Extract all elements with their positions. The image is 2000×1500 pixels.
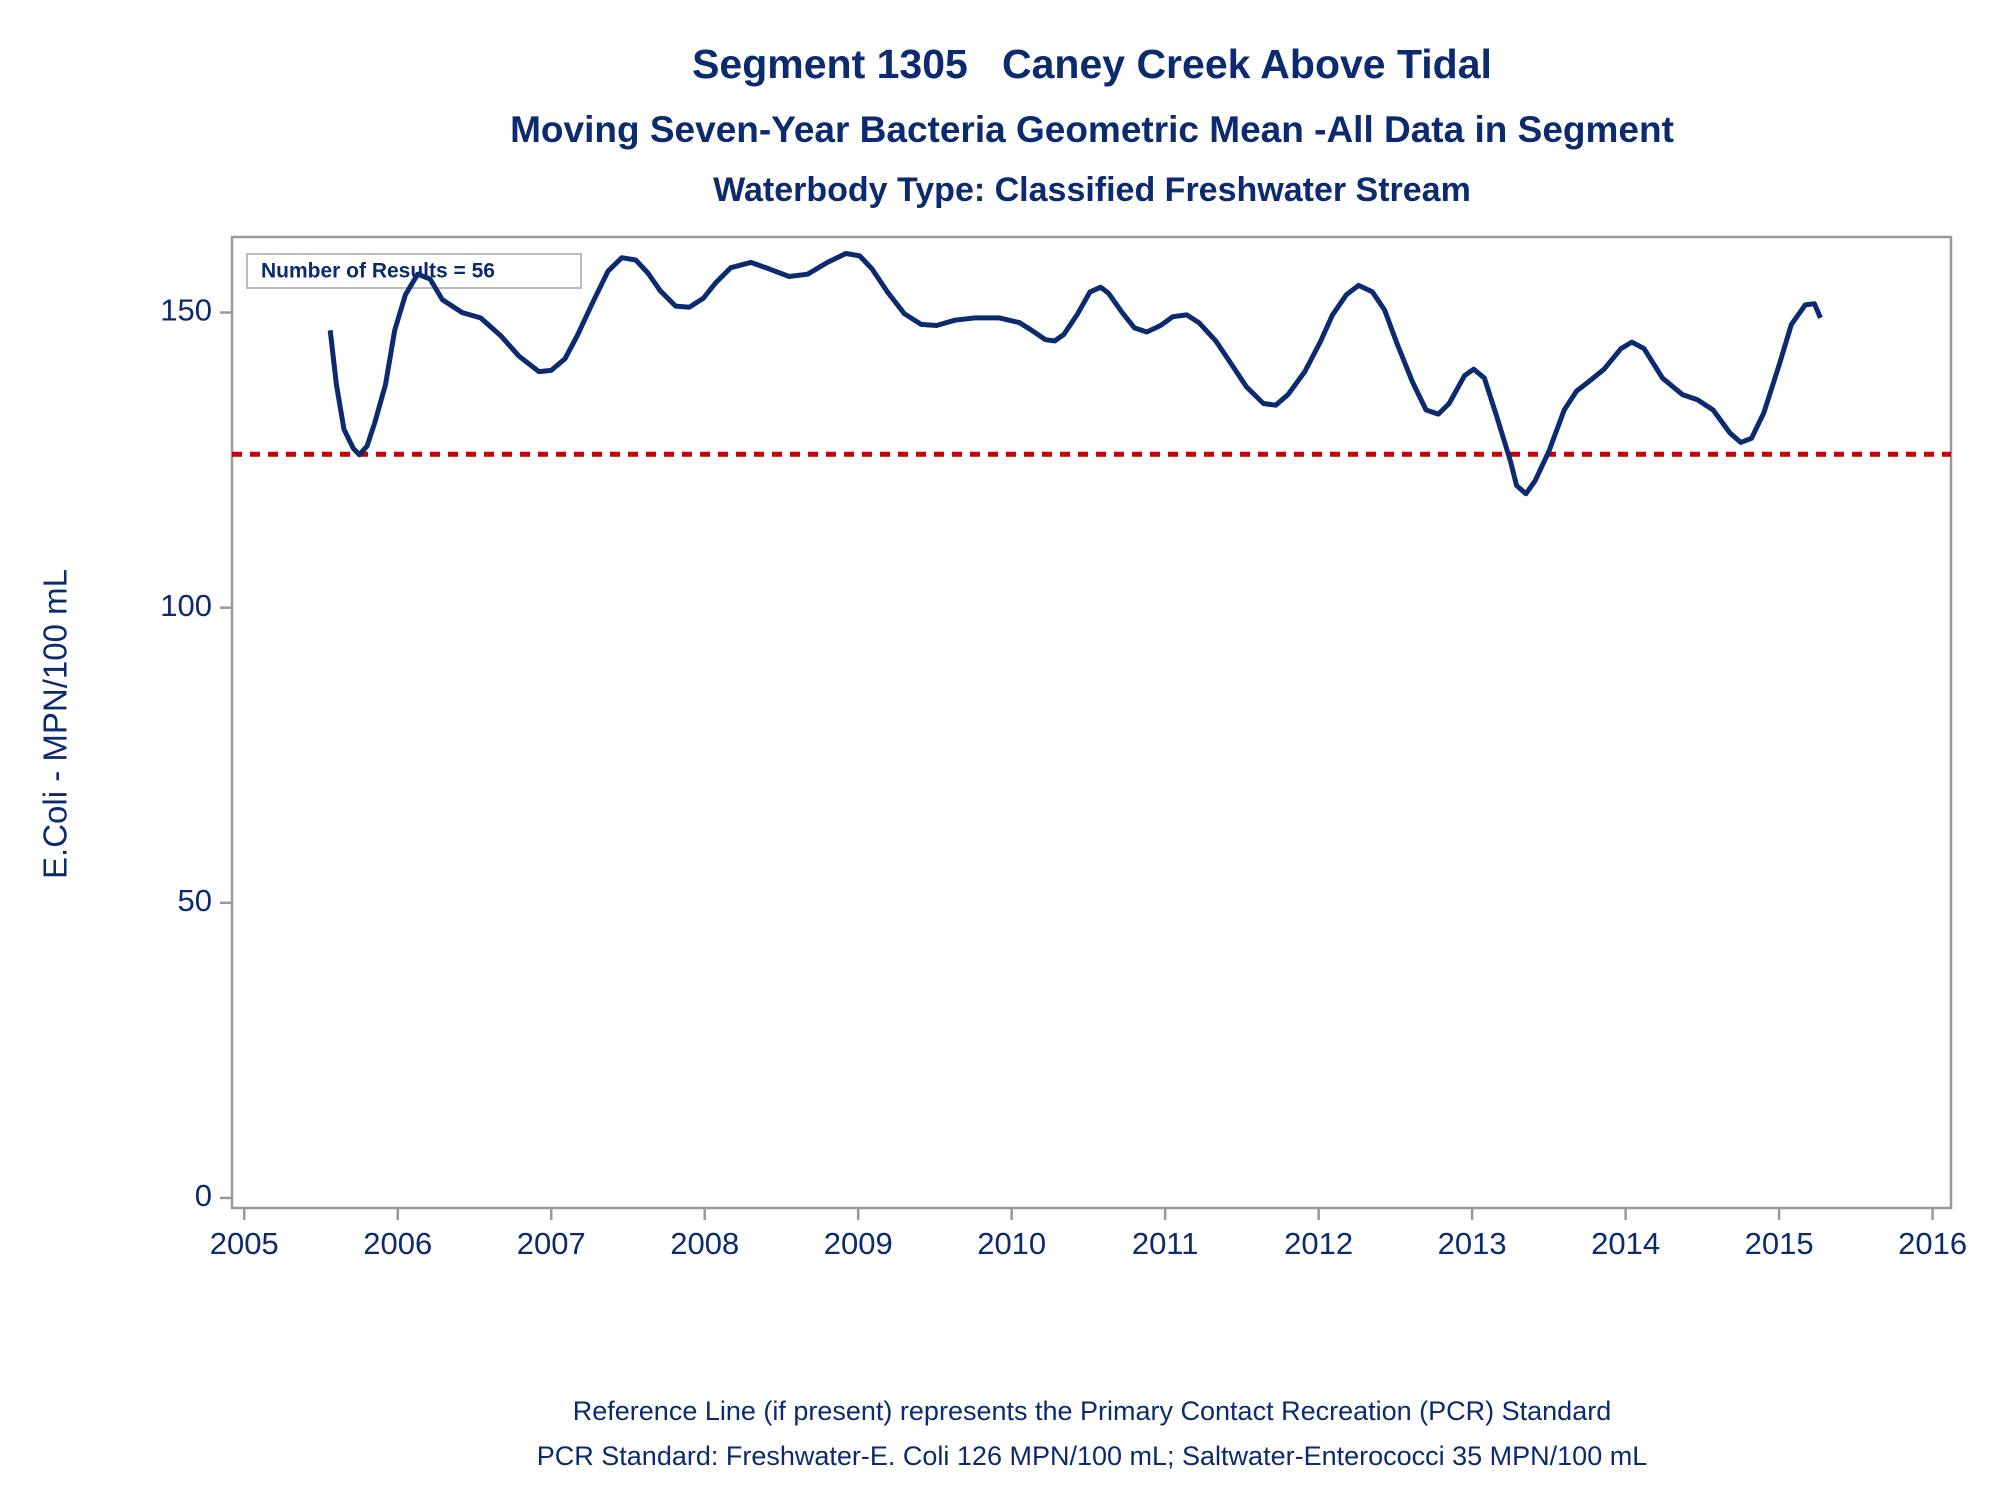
x-tick-label: 2007 (517, 1226, 586, 1261)
footnote: Reference Line (if present) represents t… (573, 1396, 1611, 1426)
chart-title: Segment 1305 Caney Creek Above Tidal (692, 41, 1492, 87)
y-tick-label: 50 (178, 883, 212, 918)
x-tick-label: 2009 (824, 1226, 893, 1261)
x-tick-label: 2013 (1438, 1226, 1507, 1261)
x-tick-label: 2011 (1132, 1226, 1199, 1261)
chart-subtitle: Moving Seven-Year Bacteria Geometric Mea… (510, 109, 1674, 150)
plot-frame (230, 235, 1953, 1210)
y-tick-label: 100 (160, 588, 212, 623)
y-tick-label: 150 (160, 293, 212, 328)
annotation: Number of Results = 56 (261, 260, 495, 283)
x-tick-label: 2008 (670, 1226, 739, 1261)
chart-subtitle: Waterbody Type: Classified Freshwater St… (713, 171, 1471, 209)
y-axis-label: E.Coli - MPN/100 mL (37, 569, 74, 879)
y-tick-label: 0 (195, 1178, 212, 1213)
footnote: PCR Standard: Freshwater-E. Coli 126 MPN… (537, 1441, 1647, 1471)
x-tick-label: 2010 (977, 1226, 1046, 1261)
x-tick-label: 2005 (210, 1226, 279, 1261)
data-line (327, 251, 1823, 497)
x-tick-label: 2012 (1284, 1226, 1353, 1261)
x-tick-label: 2014 (1591, 1226, 1660, 1261)
x-tick-label: 2016 (1898, 1226, 1967, 1261)
x-tick-label: 2015 (1745, 1226, 1814, 1261)
x-tick-label: 2006 (363, 1226, 432, 1261)
